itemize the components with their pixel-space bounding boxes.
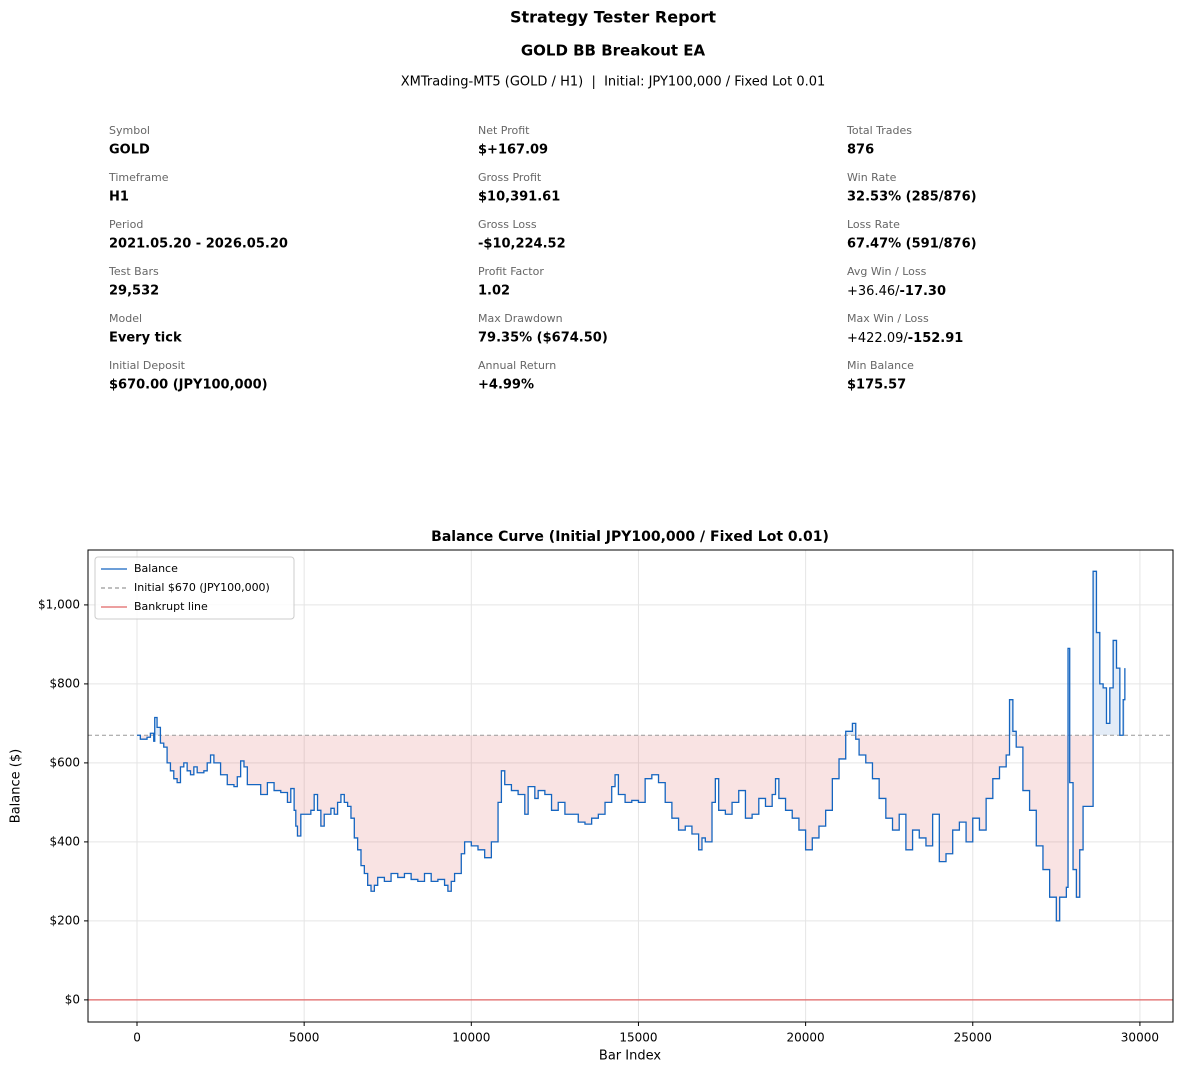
y-axis-label: Balance ($): [9, 749, 24, 823]
axes: $0 $200 $400 $600 $800 $1,000 0 5000 10000 15000 2…: [38, 597, 1159, 1044]
stat-label: Model: [109, 312, 142, 325]
stat-value-part: +422.09/: [847, 331, 908, 346]
stat-value: $+167.09: [478, 143, 548, 158]
x-axis-label: Bar Index: [599, 1049, 661, 1064]
stat-value: +422.09/-152.91: [847, 331, 963, 346]
stat-label: Total Trades: [846, 124, 912, 137]
stat-label: Period: [109, 218, 143, 231]
stat-value: $670.00 (JPY100,000): [109, 378, 268, 393]
stat-value: +36.46/-17.30: [847, 284, 946, 299]
stat-label: Net Profit: [478, 124, 530, 137]
y-tick-label: $400: [49, 834, 80, 848]
stat-label: Gross Loss: [478, 218, 537, 231]
stat-label: Symbol: [109, 124, 150, 137]
deficit-fill: [140, 735, 1094, 921]
stat-label: Loss Rate: [847, 218, 900, 231]
stat-value: 876: [847, 143, 874, 158]
report-info: XMTrading-MT5 (GOLD / H1) | Initial: JPY…: [401, 75, 826, 90]
x-tick-label: 20000: [787, 1031, 825, 1045]
x-tick-label: 30000: [1121, 1031, 1159, 1045]
x-tick-label: 10000: [452, 1031, 490, 1045]
legend-label: Balance: [134, 562, 178, 575]
stat-value-part: -17.30: [900, 284, 947, 299]
stat-value: $10,391.61: [478, 190, 560, 205]
stat-value: 79.35% ($674.50): [478, 331, 608, 346]
chart-title: Balance Curve (Initial JPY100,000 / Fixe…: [431, 529, 829, 545]
stat-label: Initial Deposit: [109, 359, 186, 372]
plot-frame: [87, 549, 1174, 1023]
report-subtitle: GOLD BB Breakout EA: [521, 42, 706, 60]
stat-value: 67.47% (591/876): [847, 237, 977, 252]
stats: Symbol GOLD Timeframe H1 Period 2021.05.20 - …: [108, 124, 977, 393]
x-tick-label: 15000: [619, 1031, 657, 1045]
stat-value: 2021.05.20 - 2026.05.20: [109, 237, 288, 252]
x-tick-label: 0: [133, 1031, 141, 1045]
y-tick-label: $200: [49, 913, 80, 927]
stat-label: Annual Return: [478, 359, 556, 372]
balance-line: [137, 570, 1126, 922]
stat-label: Test Bars: [108, 265, 159, 278]
stat-value: 32.53% (285/876): [847, 190, 977, 205]
stat-value: $175.57: [847, 378, 906, 393]
stat-label: Max Win / Loss: [847, 312, 929, 325]
stat-label: Win Rate: [847, 171, 897, 184]
stat-label: Max Drawdown: [478, 312, 563, 325]
stat-value-part: +36.46/: [847, 284, 900, 299]
y-tick-label: $1,000: [38, 597, 80, 611]
report-title: Strategy Tester Report: [510, 8, 716, 27]
legend: Balance Initial $670 (JPY100,000) Bankrupt…: [94, 556, 295, 620]
stat-value: 1.02: [478, 284, 510, 299]
stat-value: GOLD: [109, 143, 150, 158]
stat-value-part: -152.91: [908, 331, 964, 346]
y-tick-label: $600: [49, 755, 80, 769]
x-tick-label: 25000: [954, 1031, 992, 1045]
stat-label: Gross Profit: [478, 171, 542, 184]
stat-value: +4.99%: [478, 378, 534, 393]
x-tick-label: 5000: [289, 1031, 320, 1045]
y-tick-label: $800: [49, 676, 80, 690]
stat-value: 29,532: [109, 284, 159, 299]
legend-label: Bankrupt line: [134, 600, 208, 613]
stat-value: H1: [109, 190, 129, 205]
stat-label: Min Balance: [847, 359, 914, 372]
stat-label: Profit Factor: [478, 265, 544, 278]
y-tick-label: $0: [65, 992, 80, 1006]
plot-area: [88, 550, 1173, 1022]
stat-label: Avg Win / Loss: [847, 265, 927, 278]
stat-value: Every tick: [109, 331, 182, 346]
stat-label: Timeframe: [108, 171, 169, 184]
legend-box: [94, 556, 295, 620]
stat-value: -$10,224.52: [478, 237, 566, 252]
legend-label: Initial $670 (JPY100,000): [134, 581, 270, 594]
